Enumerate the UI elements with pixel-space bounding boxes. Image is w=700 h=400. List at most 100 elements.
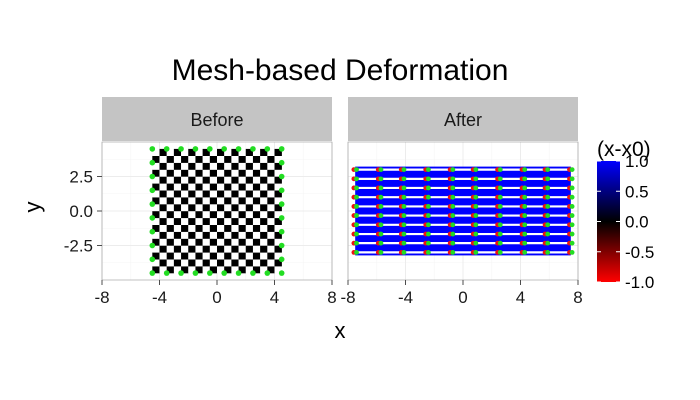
control-point-deformed (545, 231, 551, 237)
mesh-cell (188, 176, 196, 184)
mesh-cell (238, 162, 246, 170)
control-point-deformed (569, 222, 575, 228)
mesh-cell (181, 259, 189, 267)
mesh-cell (274, 217, 282, 225)
mesh-cell (202, 266, 211, 274)
mesh-cell (202, 259, 211, 267)
mesh-cell (224, 162, 232, 170)
control-point (192, 270, 199, 276)
x-tick-label: -4 (398, 288, 413, 307)
mesh-cell (238, 183, 246, 191)
control-point (278, 146, 285, 152)
control-point-deformed (425, 167, 431, 173)
control-point (207, 270, 213, 276)
mesh-cell (274, 231, 282, 239)
mesh-cell (238, 176, 246, 184)
control-point-deformed (401, 240, 407, 246)
mesh-cell (173, 204, 182, 212)
mesh-cell (166, 155, 175, 163)
mesh-cell (202, 169, 211, 177)
mesh-cell (202, 183, 211, 191)
mesh-cell (274, 183, 282, 191)
mesh-cell (188, 245, 196, 253)
mesh-cell (159, 190, 167, 198)
panel-after (347, 141, 579, 281)
mesh-cell (217, 169, 225, 177)
x-axis-title: x (335, 318, 346, 343)
mesh-cell (152, 197, 160, 205)
mesh-cell (188, 259, 196, 267)
mesh-cell (238, 169, 246, 177)
control-point-deformed (545, 185, 551, 191)
x-tick-label: 8 (573, 288, 582, 307)
control-point (149, 270, 156, 276)
control-point-deformed (354, 194, 359, 200)
mesh-cell (166, 231, 175, 239)
mesh-cell (260, 217, 268, 225)
mesh-cell (274, 169, 282, 177)
mesh-cell (238, 190, 246, 198)
mesh-cell (181, 190, 189, 198)
mesh-cell (188, 252, 196, 260)
mesh-cell (238, 238, 246, 246)
control-point (178, 146, 184, 152)
mesh-cell (188, 224, 196, 232)
control-point (149, 201, 156, 207)
control-point-deformed (522, 185, 528, 191)
mesh-cell (217, 176, 225, 184)
mesh-cell (166, 259, 175, 267)
control-point-deformed (425, 213, 431, 218)
legend-label: 0.5 (625, 182, 649, 201)
mesh-cell (166, 176, 175, 184)
mesh-cell (224, 190, 232, 198)
mesh-cell (274, 266, 282, 274)
control-point-deformed (522, 167, 528, 173)
mesh-cell (224, 245, 232, 253)
mesh-cell (209, 176, 218, 184)
mesh-cell (274, 245, 282, 253)
x-tick-label: 0 (212, 288, 221, 307)
mesh-cell (260, 183, 268, 191)
mesh-cell (267, 148, 275, 156)
mesh-cell (224, 238, 232, 246)
mesh-cell (209, 266, 218, 274)
legend-colorbar (597, 161, 620, 282)
mesh-cell (245, 197, 254, 205)
mesh-cell (181, 224, 189, 232)
mesh-cell (152, 162, 160, 170)
mesh-cell (245, 259, 254, 267)
mesh-cell (181, 231, 189, 239)
mesh-cell (238, 252, 246, 260)
mesh-cell (209, 197, 218, 205)
mesh-cell (260, 259, 268, 267)
mesh-cell (195, 176, 203, 184)
mesh-cell (209, 217, 218, 225)
mesh-cell (173, 259, 182, 267)
mesh-cell (159, 231, 167, 239)
mesh-cell (238, 266, 246, 274)
mesh-cell (181, 197, 189, 205)
mesh-cell (238, 211, 246, 219)
control-point (250, 270, 256, 276)
legend-label: 1.0 (625, 152, 649, 171)
control-point-deformed (569, 167, 575, 173)
control-point (192, 146, 199, 152)
legend-label: -0.5 (625, 243, 654, 262)
mesh-cell (260, 155, 268, 163)
mesh-cell (274, 224, 282, 232)
mesh-cell (245, 183, 254, 191)
mesh-cell (245, 231, 254, 239)
mesh-cell (224, 176, 232, 184)
mesh-cell (217, 217, 225, 225)
mesh-cell (202, 245, 211, 253)
mesh-cell (252, 224, 261, 232)
control-point-deformed (450, 231, 456, 237)
mesh-cell (274, 238, 282, 246)
control-point-deformed (378, 213, 384, 218)
mesh-cell (217, 266, 225, 274)
mesh-cell (202, 211, 211, 219)
x-tick-label: 4 (270, 288, 279, 307)
mesh-cell (188, 217, 196, 225)
mesh-cell (274, 176, 282, 184)
mesh-cell (166, 238, 175, 246)
